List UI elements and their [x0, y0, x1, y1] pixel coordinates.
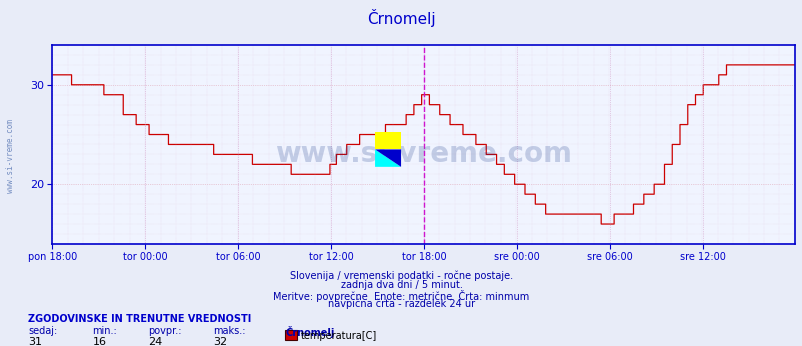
Text: www.si-vreme.com: www.si-vreme.com — [6, 119, 15, 193]
Text: sedaj:: sedaj: — [28, 326, 57, 336]
Text: navpična črta - razdelek 24 ur: navpična črta - razdelek 24 ur — [327, 299, 475, 309]
Text: temperatura[C]: temperatura[C] — [301, 331, 377, 340]
Text: www.si-vreme.com: www.si-vreme.com — [275, 140, 571, 169]
Text: 32: 32 — [213, 337, 227, 346]
Text: Slovenija / vremenski podatki - ročne postaje.: Slovenija / vremenski podatki - ročne po… — [290, 271, 512, 281]
Text: Črnomelj: Črnomelj — [285, 326, 334, 338]
Text: 16: 16 — [92, 337, 106, 346]
Polygon shape — [375, 149, 400, 167]
Text: min.:: min.: — [92, 326, 117, 336]
Text: ZGODOVINSKE IN TRENUTNE VREDNOSTI: ZGODOVINSKE IN TRENUTNE VREDNOSTI — [28, 314, 251, 324]
Text: povpr.:: povpr.: — [148, 326, 182, 336]
Text: zadnja dva dni / 5 minut.: zadnja dva dni / 5 minut. — [340, 280, 462, 290]
Text: Meritve: povprečne  Enote: metrične  Črta: minmum: Meritve: povprečne Enote: metrične Črta:… — [273, 290, 529, 302]
Text: 24: 24 — [148, 337, 163, 346]
Text: maks.:: maks.: — [213, 326, 245, 336]
Text: Črnomelj: Črnomelj — [367, 9, 435, 27]
Text: 31: 31 — [28, 337, 42, 346]
Bar — [375, 132, 400, 149]
Polygon shape — [375, 149, 400, 167]
